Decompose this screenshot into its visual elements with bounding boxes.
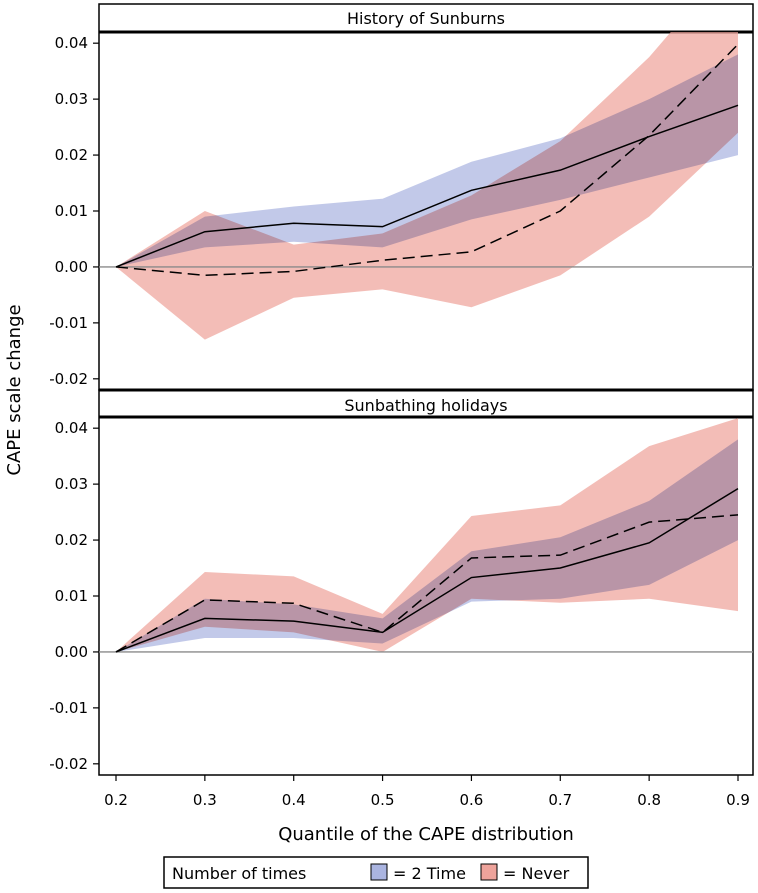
confidence-band <box>116 418 738 652</box>
panel-history-of-sunburns: History of Sunburns -0.02 -0.01 0.00 0.01 0.… <box>49 3 754 391</box>
confidence-band <box>116 32 738 340</box>
x-tick-label: 0.5 <box>371 791 395 809</box>
x-tick-label: 0.6 <box>459 791 483 809</box>
x-tick-label: 0.8 <box>637 791 661 809</box>
legend: Number of times = 2 Time = Never <box>163 856 589 889</box>
y-tick-label: 0.04 <box>55 34 88 52</box>
confidence-band <box>116 54 738 267</box>
series-line <box>115 514 739 653</box>
y-tick-label: -0.02 <box>49 755 88 773</box>
y-axis-title: CAPE scale change <box>4 304 25 475</box>
legend-title: Number of times <box>172 864 306 883</box>
legend-swatch-never <box>480 863 498 881</box>
y-axis: -0.02 -0.01 0.00 0.01 0.02 0.03 0.04 <box>49 419 99 773</box>
x-tick-label: 0.9 <box>726 791 750 809</box>
y-tick-label: 0.02 <box>55 146 88 164</box>
plot-area <box>99 32 753 340</box>
panel-title: History of Sunburns <box>347 9 505 28</box>
legend-label-never: = Never <box>503 864 570 883</box>
x-tick-label: 0.3 <box>193 791 217 809</box>
legend-label-2-time: = 2 Time <box>393 864 466 883</box>
y-tick-label: 0.03 <box>55 90 88 108</box>
y-tick-label: 0.01 <box>55 202 88 220</box>
y-tick-label: -0.01 <box>49 314 88 332</box>
y-tick-label: -0.02 <box>49 370 88 388</box>
series-line <box>115 104 739 268</box>
panel-title: Sunbathing holidays <box>344 396 507 415</box>
x-axis: 0.2 0.3 0.4 0.5 0.6 0.7 0.8 0.9 <box>104 775 750 809</box>
x-axis-title: Quantile of the CAPE distribution <box>278 824 574 845</box>
y-tick-label: 0.02 <box>55 531 88 549</box>
panel-sunbathing-holidays: Sunbathing holidays -0.02 -0.01 0.00 0.01 0.… <box>49 388 754 776</box>
plot-area <box>99 418 753 653</box>
series-line <box>115 43 739 277</box>
y-tick-label: 0.03 <box>55 475 88 493</box>
y-tick-label: 0.04 <box>55 419 88 437</box>
legend-swatch-2-time <box>370 863 388 881</box>
y-tick-label: -0.01 <box>49 699 88 717</box>
x-tick-label: 0.4 <box>282 791 306 809</box>
y-tick-label: 0.01 <box>55 587 88 605</box>
x-tick-label: 0.2 <box>104 791 128 809</box>
series-line <box>115 487 739 653</box>
y-tick-label: 0.00 <box>55 643 88 661</box>
legend-frame <box>163 856 589 889</box>
x-tick-label: 0.7 <box>548 791 572 809</box>
y-axis: -0.02 -0.01 0.00 0.01 0.02 0.03 0.04 <box>49 34 99 388</box>
y-tick-label: 0.00 <box>55 258 88 276</box>
